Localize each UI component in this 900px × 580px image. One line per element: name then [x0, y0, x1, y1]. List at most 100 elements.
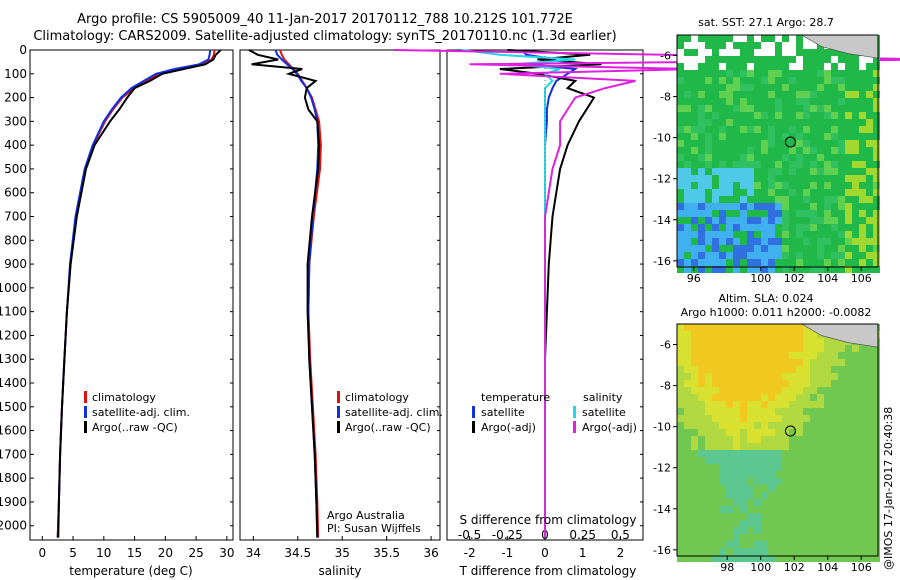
map-cell: [803, 245, 810, 252]
map-cell: [824, 506, 831, 513]
map-cell: [789, 217, 796, 224]
map-cell: [705, 259, 712, 266]
map-cell: [733, 238, 740, 245]
map-cell: [782, 373, 789, 380]
map-cell: [866, 224, 873, 231]
map-cell: [866, 161, 873, 168]
map-cell: [726, 175, 733, 182]
map-cell: [859, 182, 866, 189]
map-cell: [747, 478, 754, 485]
map-cell: [733, 84, 740, 91]
chart-title-line1: Argo profile: CS 5905009_40 11-Jan-2017 …: [77, 12, 573, 27]
map-cell: [838, 133, 845, 140]
map-cell: [789, 450, 796, 457]
map-cell: [803, 252, 810, 259]
map-cell: [705, 238, 712, 245]
map-cell: [733, 457, 740, 464]
map-cell: [712, 238, 719, 245]
map-cell: [740, 224, 747, 231]
depth-tick-label: 2000: [0, 519, 27, 533]
x-tick-label: 35.5: [373, 546, 400, 560]
map-cell: [859, 401, 866, 408]
depth-tick-label: 1000: [0, 281, 27, 295]
map-cell: [733, 56, 740, 63]
map-cell: [845, 259, 852, 266]
map-cell: [768, 373, 775, 380]
map-cell: [803, 457, 810, 464]
map-cell: [775, 231, 782, 238]
map-cell: [796, 450, 803, 457]
map-cell: [866, 471, 873, 478]
map-cell: [810, 394, 817, 401]
legend-swatch-argo: [337, 421, 340, 433]
map-cell: [852, 266, 859, 273]
map-cell: [803, 401, 810, 408]
map-cell: [677, 217, 684, 224]
map-cell: [705, 506, 712, 513]
map-cell: [873, 443, 880, 450]
map-cell: [684, 436, 691, 443]
map-cell: [768, 380, 775, 387]
map-cell: [726, 98, 733, 105]
map-cell: [831, 189, 838, 196]
map-cell: [684, 408, 691, 415]
map-cell: [782, 324, 789, 331]
map-cell: [838, 513, 845, 520]
map-cell: [698, 126, 705, 133]
map-cell: [761, 112, 768, 119]
map-cell: [810, 126, 817, 133]
map-cell: [817, 520, 824, 527]
map-cell: [866, 464, 873, 471]
map-cell: [684, 443, 691, 450]
map-cell: [873, 203, 880, 210]
map-cell: [698, 63, 705, 70]
map-cell: [782, 352, 789, 359]
map-cell: [747, 520, 754, 527]
map-cell: [789, 352, 796, 359]
map-cell: [705, 42, 712, 49]
map-cell: [677, 140, 684, 147]
map-cell: [677, 266, 684, 273]
map-cell: [719, 436, 726, 443]
map-cell: [803, 217, 810, 224]
map-cell: [866, 485, 873, 492]
map-cell: [803, 324, 810, 331]
map-cell: [789, 380, 796, 387]
map-cell: [845, 373, 852, 380]
map-cell: [705, 338, 712, 345]
map-cell: [866, 196, 873, 203]
map-cell: [677, 534, 684, 541]
map-cell: [824, 464, 831, 471]
map-cell: [761, 140, 768, 147]
map-cell: [810, 338, 817, 345]
map-cell: [733, 42, 740, 49]
map-cell: [754, 555, 761, 562]
map-cell: [796, 352, 803, 359]
map-cell: [824, 422, 831, 429]
map-cell: [782, 252, 789, 259]
map-y-tick-label: -8: [660, 91, 671, 104]
map-cell: [740, 548, 747, 555]
map-cell: [775, 182, 782, 189]
map-cell: [873, 238, 880, 245]
map-cell: [789, 478, 796, 485]
map-cell: [719, 35, 726, 42]
map-cell: [810, 352, 817, 359]
map-cell: [796, 252, 803, 259]
map-cell: [677, 112, 684, 119]
map-cell: [852, 366, 859, 373]
map-cell: [859, 105, 866, 112]
map-cell: [824, 168, 831, 175]
map-x-tick-label: 100: [750, 561, 771, 574]
map-cell: [866, 98, 873, 105]
map-cell: [761, 555, 768, 562]
map-cell: [859, 373, 866, 380]
map-cell: [740, 147, 747, 154]
map-cell: [782, 387, 789, 394]
map-cell: [824, 471, 831, 478]
map-cell: [873, 266, 880, 273]
map-cell: [810, 527, 817, 534]
map-cell: [747, 217, 754, 224]
map-cell: [775, 457, 782, 464]
map-cell: [768, 175, 775, 182]
